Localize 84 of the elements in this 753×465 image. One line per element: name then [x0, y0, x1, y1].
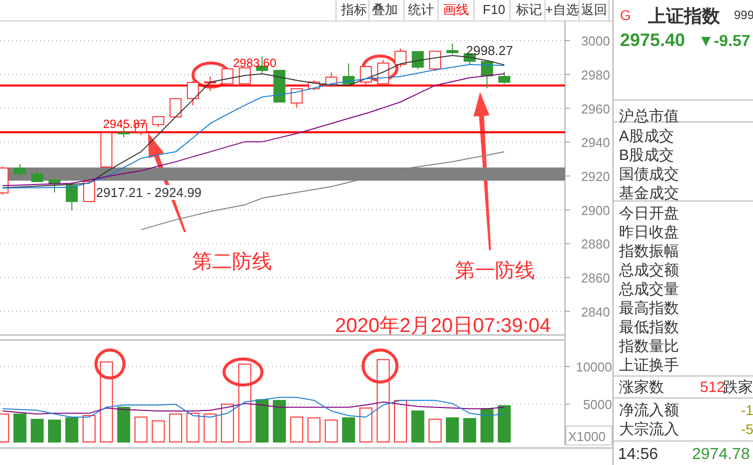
bar: [82, 415, 96, 442]
bar: [498, 405, 511, 442]
bar: [411, 410, 424, 442]
bar: [342, 417, 356, 442]
bar: [394, 400, 407, 442]
text: 标记: [515, 2, 542, 17]
y-tick-label: 2900: [581, 202, 610, 218]
text: F10: [482, 2, 506, 17]
y-tick-label: 2980: [581, 67, 610, 82]
text: 叠加: [372, 2, 398, 17]
y-tick-label: 2880: [581, 236, 610, 252]
bar: [134, 416, 148, 442]
text: 指数振幅: [618, 243, 679, 260]
text: +自选: [545, 2, 579, 17]
bar: [30, 418, 44, 442]
bar: [152, 420, 165, 442]
text: 最高指数: [619, 300, 679, 317]
text: -5: [741, 421, 753, 437]
y-tick-label: 2860: [581, 270, 610, 286]
bar: [65, 417, 78, 442]
bar: [359, 408, 372, 442]
bar: [256, 399, 269, 442]
text: 上证指数: [647, 6, 721, 26]
bar: [186, 412, 200, 442]
bar: [13, 414, 26, 442]
text: 14:56: [618, 446, 658, 463]
y-tick-label: 2920: [581, 168, 610, 184]
annotation: 第二防线: [192, 251, 272, 273]
annotation: 2020年2月20日07:39:04: [335, 315, 551, 337]
text: 2974.78: [692, 446, 750, 463]
bar: [446, 417, 459, 442]
bar: [376, 359, 390, 442]
bar: [117, 406, 130, 442]
text: 跌家: [723, 379, 753, 396]
text: 返回: [581, 2, 607, 17]
text: 指标: [340, 2, 367, 17]
text: 指数量比: [618, 338, 679, 355]
text: 国债成交: [619, 166, 679, 183]
text: 2975.40: [620, 30, 686, 50]
bar: [324, 420, 338, 442]
bar: [463, 418, 476, 442]
text: 今日开盘: [619, 205, 679, 222]
annotation: 第一防线: [455, 260, 535, 282]
text: G: [620, 7, 631, 23]
text: B股成交: [619, 147, 674, 164]
bar: [428, 418, 442, 442]
text: 999: [734, 8, 753, 22]
text: A股成交: [619, 128, 674, 145]
y-tick-label: 3000: [581, 34, 610, 49]
text: 基金成交: [619, 185, 679, 202]
band-label: 2917.21 - 2924.99: [96, 185, 202, 200]
text: 画线: [443, 2, 469, 17]
text: 涨家数: [619, 379, 664, 396]
line-series: [2, 396, 505, 418]
line-series: [2, 402, 505, 414]
bar: [220, 404, 234, 442]
y-tick-label: 2940: [581, 135, 610, 150]
y-tick-label: 10000: [576, 359, 612, 374]
bar: [238, 364, 252, 442]
text: 总成交量: [618, 281, 679, 298]
text: 净流入额: [619, 402, 679, 419]
text: 最低指数: [619, 319, 679, 336]
text: 统计: [408, 2, 434, 17]
y-tick-label: 2960: [581, 101, 610, 116]
text: 昨日收盘: [619, 224, 679, 241]
text: 总成交额: [618, 262, 679, 279]
text: ▼-9.57: [698, 33, 750, 50]
bar: [480, 408, 494, 442]
text: -1: [741, 402, 753, 418]
bar: [204, 414, 217, 442]
text: 上证换手: [619, 357, 679, 374]
y-tick-label: 5000: [583, 397, 612, 412]
annotation: 2998.27: [466, 43, 513, 58]
annotation: 2945.87: [103, 117, 147, 131]
bar: [307, 417, 320, 442]
y-tick-label: 2840: [581, 304, 610, 320]
bar: [48, 420, 61, 442]
y-axis-title: X1000: [568, 429, 606, 444]
bar: [290, 416, 304, 442]
bar: [169, 414, 182, 442]
text: 大宗流入: [619, 421, 679, 438]
bar: [272, 400, 286, 442]
text: 沪总市值: [619, 108, 679, 125]
bar: [100, 361, 113, 442]
